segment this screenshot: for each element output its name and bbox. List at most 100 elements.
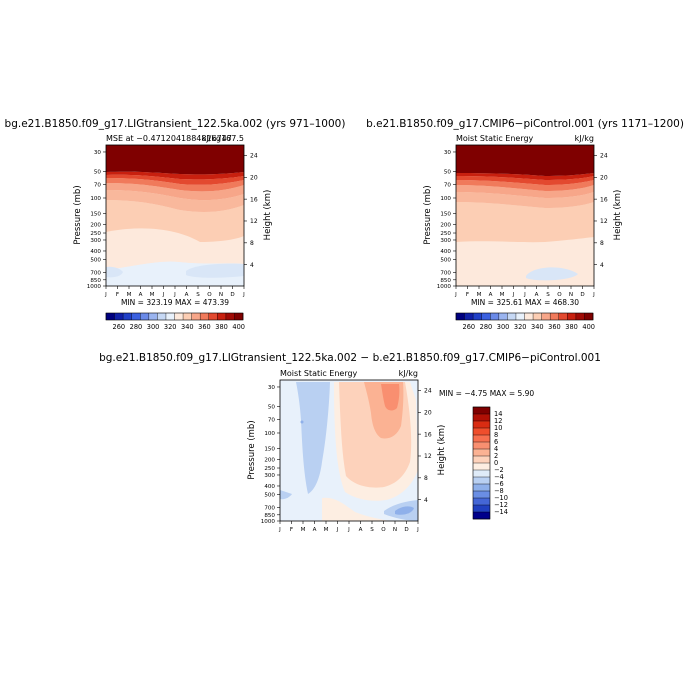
colorbar-label: −4 — [494, 473, 504, 481]
lig-contour-390 — [106, 174, 244, 185]
month-tick-label: S — [196, 292, 200, 298]
height-tick-label: 8 — [250, 240, 254, 247]
pressure-tick-label: 500 — [90, 258, 101, 264]
colorbar-label: 380 — [565, 323, 578, 331]
colorbar-swatch — [473, 414, 490, 422]
month-tick-label: N — [219, 292, 223, 298]
colorbar-swatch — [114, 313, 124, 320]
month-tick-label: S — [370, 527, 374, 533]
panel-lig-subtitle-right: kJ/kg167.5 — [202, 134, 244, 143]
month-tick-label: M — [127, 292, 132, 298]
colorbar-swatch — [123, 313, 132, 320]
month-tick-label: D — [580, 292, 584, 298]
panel-diff-subtitle-left: Moist Static Energy — [280, 369, 358, 378]
pressure-tick-label: 100 — [264, 431, 275, 437]
colorbar-swatch — [473, 407, 490, 415]
month-tick-label: A — [139, 292, 143, 298]
height-tick-label: 16 — [600, 196, 608, 203]
month-tick-label: J — [454, 292, 457, 298]
panel-lig-minmax: MIN = 323.19 MAX = 473.39 — [121, 298, 229, 307]
panel-picontrol-colorbar: 260 280 300 320 340 360 380 400 — [455, 312, 595, 331]
panel-picontrol-subtitle-left: Moist Static Energy — [456, 134, 534, 143]
panel-diff-title: bg.e21.B1850.f09_g17.LIGtransient_122.5k… — [99, 352, 601, 364]
month-tick-label: O — [207, 292, 212, 298]
colorbar-swatch — [473, 442, 490, 450]
colorbar-label: 4 — [494, 445, 498, 453]
colorbar-swatch — [515, 313, 525, 320]
colorbar-label: 280 — [480, 323, 493, 331]
lig-contour-top — [106, 145, 244, 175]
pressure-tick-label: 250 — [440, 231, 451, 237]
colorbar-label: 400 — [582, 323, 595, 331]
colorbar-label: 380 — [215, 323, 228, 331]
month-tick-label: S — [546, 292, 550, 298]
pressure-tick-label: 850 — [440, 278, 451, 284]
colorbar-swatch — [533, 313, 542, 320]
colorbar-swatch — [575, 313, 585, 320]
pi-contour-400 — [456, 173, 594, 180]
diff-pos-low — [322, 497, 390, 521]
pressure-tick-label: 200 — [440, 223, 451, 229]
height-tick-label: 8 — [600, 240, 604, 247]
panel-diff-ylabel-right: Height (km) — [437, 425, 447, 476]
month-tick-label: O — [557, 292, 562, 298]
pressure-tick-label: 300 — [90, 238, 101, 244]
colorbar-swatch — [473, 484, 490, 492]
colorbar-swatch — [140, 313, 150, 320]
height-tick-label: 4 — [424, 497, 428, 504]
colorbar-swatch — [234, 313, 244, 320]
colorbar-label: −2 — [494, 466, 504, 474]
pressure-tick-label: 30 — [268, 385, 276, 391]
pressure-tick-label: 100 — [90, 196, 101, 202]
colorbar-swatch — [464, 313, 474, 320]
pi-contour-340 — [456, 237, 594, 286]
colorbar-swatch — [473, 421, 490, 429]
pi-contour-350 — [456, 202, 594, 243]
panel-picontrol-subtitle-right: kJ/kg — [575, 134, 594, 143]
colorbar-label: 360 — [548, 323, 561, 331]
panel-lig-yticks-right: 4 8 12 16 20 24 — [244, 153, 258, 269]
pressure-tick-label: 70 — [94, 183, 102, 189]
colorbar-swatch — [567, 313, 577, 320]
colorbar-swatch — [524, 313, 534, 320]
diff-neg-4-low-right — [395, 506, 414, 515]
colorbar-label: 0 — [494, 459, 498, 467]
pressure-tick-label: 200 — [90, 223, 101, 229]
month-tick-label: J — [336, 527, 339, 533]
height-tick-label: 20 — [250, 174, 258, 181]
panel-picontrol-ylabel: Pressure (mb) — [423, 185, 433, 244]
pressure-tick-label: 300 — [264, 473, 275, 479]
pressure-tick-label: 400 — [264, 484, 275, 490]
height-tick-label: 4 — [600, 262, 604, 269]
colorbar-label: 280 — [130, 323, 143, 331]
colorbar-swatch — [541, 313, 551, 320]
month-tick-label: O — [381, 527, 386, 533]
diff-neg-2-left — [280, 490, 292, 500]
colorbar-swatch — [200, 313, 209, 320]
panel-diff-yticks-right: 4 8 12 16 20 24 — [418, 388, 432, 504]
colorbar-label: 300 — [497, 323, 510, 331]
lig-contour-400 — [106, 171, 244, 180]
month-tick-label: D — [230, 292, 234, 298]
month-tick-label: A — [535, 292, 539, 298]
colorbar-label: 320 — [164, 323, 177, 331]
pi-contour-380 — [456, 180, 594, 191]
pressure-tick-label: 700 — [264, 506, 275, 512]
panel-picontrol-title: b.e21.B1850.f09_g17.CMIP6−piControl.001 … — [366, 118, 684, 130]
pi-contour-top — [456, 145, 594, 176]
diff-neg-small — [300, 420, 304, 424]
panel-picontrol: b.e21.B1850.f09_g17.CMIP6−piControl.001 … — [366, 118, 684, 331]
pressure-tick-label: 150 — [264, 447, 275, 453]
colorbar-swatch — [131, 313, 141, 320]
month-tick-label: A — [359, 527, 363, 533]
pressure-tick-label: 200 — [264, 458, 275, 464]
pressure-tick-label: 700 — [90, 271, 101, 277]
month-tick-label: J — [104, 292, 107, 298]
month-tick-label: D — [404, 527, 408, 533]
month-tick-label: J — [512, 292, 515, 298]
